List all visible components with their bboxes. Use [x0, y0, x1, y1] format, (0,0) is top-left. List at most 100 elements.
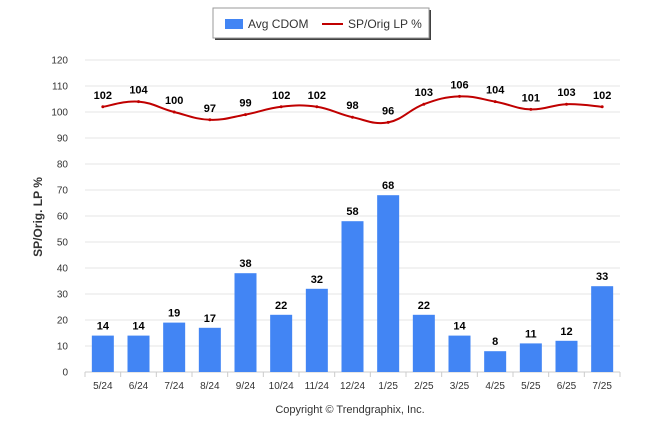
line-point [458, 94, 461, 98]
line-point [529, 107, 533, 111]
bar-value-label: 58 [346, 206, 358, 218]
bar-value-label: 33 [596, 271, 608, 283]
bar [555, 340, 578, 372]
y-axis-title: SP/Orig. LP % [31, 177, 45, 257]
y-tick-label: 120 [51, 56, 68, 67]
legend-box [212, 7, 430, 39]
bar-series [91, 195, 614, 372]
bar-value-label: 8 [492, 336, 498, 348]
line-point [137, 100, 140, 104]
bar [163, 322, 186, 372]
bar [377, 195, 400, 372]
legend-swatch-avg-cdom [225, 19, 243, 29]
legend-label-avg-cdom: Avg CDOM [248, 17, 308, 31]
bar-value-label: 12 [560, 326, 572, 338]
bar [127, 335, 150, 372]
line-value-label: 104 [129, 85, 148, 97]
bar-value-label: 38 [239, 258, 251, 270]
bar-value-label: 17 [204, 313, 216, 325]
bar [234, 273, 257, 372]
bar-value-label: 68 [382, 180, 394, 192]
line-value-label: 103 [557, 87, 575, 99]
line-value-label: 103 [415, 87, 433, 99]
x-tick-label: 10/24 [269, 381, 294, 392]
line-point [208, 118, 212, 122]
copyright-credit: Copyright © Trendgraphix, Inc. [275, 404, 424, 416]
x-tick-label: 2/25 [414, 381, 434, 392]
line-point [422, 102, 426, 106]
bar-value-label: 14 [132, 321, 145, 333]
x-tick-label: 6/24 [129, 381, 149, 392]
line-value-label: 98 [346, 100, 358, 112]
bar-value-label: 19 [168, 308, 180, 320]
line-series [101, 94, 604, 125]
y-tick-label: 0 [62, 368, 68, 379]
bar-value-label: 14 [453, 321, 466, 333]
x-tick-label: 7/24 [164, 381, 184, 392]
line-value-label: 96 [382, 105, 394, 117]
bar [412, 314, 435, 372]
x-tick-label: 12/24 [340, 381, 365, 392]
x-tick-label: 5/24 [93, 381, 113, 392]
data-labels: 14 14 19 17 38 22 32 58 68 22 14 8 11 12 33 102 104 100 97… [94, 79, 612, 348]
line-point [172, 110, 176, 114]
bar-value-label: 14 [97, 321, 110, 333]
bar [91, 335, 114, 372]
line-point [351, 115, 354, 119]
y-tick-label: 20 [57, 316, 69, 327]
y-tick-label: 110 [52, 82, 68, 93]
y-tick-label: 100 [51, 108, 68, 119]
x-tick-label: 1/25 [378, 381, 398, 392]
line-value-label: 100 [165, 95, 183, 107]
legend-label-sp-orig-lp: SP/Orig LP % [348, 17, 422, 31]
bar [198, 327, 221, 372]
y-axis: 0 10 20 30 40 50 60 70 80 90 100 110 120 [51, 56, 68, 379]
legend: Avg CDOM SP/Orig LP % [212, 7, 431, 40]
x-tick-label: 6/25 [557, 381, 577, 392]
bar [448, 335, 471, 372]
bar [305, 288, 328, 372]
y-tick-label: 30 [57, 290, 69, 301]
bar-value-label: 22 [418, 300, 430, 312]
bar [270, 314, 293, 372]
line-value-label: 99 [239, 98, 251, 110]
bar-value-label: 32 [311, 274, 323, 286]
line-point [386, 120, 390, 124]
y-tick-label: 40 [57, 264, 69, 275]
line-point [101, 105, 105, 109]
x-tick-label: 8/24 [200, 381, 220, 392]
line-value-label: 102 [94, 90, 112, 102]
bar-value-label: 22 [275, 300, 287, 312]
x-tick-label: 7/25 [592, 381, 612, 392]
bar [484, 351, 507, 372]
y-tick-label: 70 [57, 186, 69, 197]
line-value-label: 101 [522, 92, 540, 104]
bar [341, 221, 364, 372]
x-tick-label: 9/24 [236, 381, 256, 392]
y-tick-label: 80 [57, 160, 69, 171]
line-point [315, 105, 319, 109]
x-tick-label: 5/25 [521, 381, 541, 392]
line-value-label: 102 [593, 90, 611, 102]
y-tick-label: 50 [57, 238, 69, 249]
line-value-label: 106 [450, 79, 468, 91]
y-tick-label: 90 [57, 134, 69, 145]
line-value-label: 102 [308, 90, 326, 102]
bar [591, 286, 614, 372]
line-point [493, 100, 497, 104]
bar [519, 343, 542, 372]
line-value-label: 102 [272, 90, 290, 102]
x-axis: 5/24 6/24 7/24 8/24 9/24 10/24 11/24 12/24 1/25 2… [84, 372, 621, 392]
y-tick-label: 60 [57, 212, 69, 223]
line-point [244, 113, 247, 117]
line-point [600, 105, 604, 109]
x-tick-label: 3/25 [450, 381, 470, 392]
line-value-label: 104 [486, 85, 505, 97]
x-tick-label: 11/24 [305, 381, 330, 392]
line-value-label: 97 [204, 103, 216, 115]
line-point [565, 102, 568, 106]
x-tick-label: 4/25 [485, 381, 505, 392]
bar-value-label: 11 [525, 328, 537, 340]
